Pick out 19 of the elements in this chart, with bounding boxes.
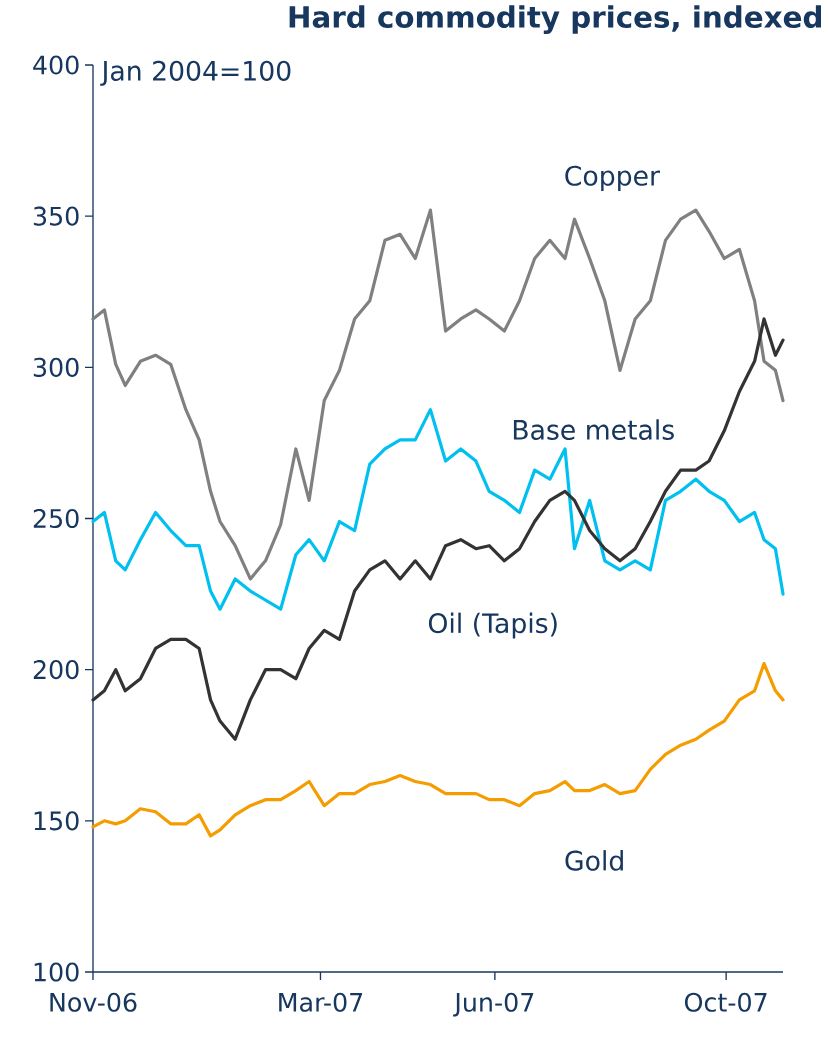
y-tick-label: 150 bbox=[34, 811, 79, 831]
y-tick-label: 300 bbox=[33, 357, 79, 377]
series-label: Copper bbox=[565, 165, 660, 192]
series-label: Base metals bbox=[513, 419, 674, 440]
chart-title: Hard commodity prices, indexed bbox=[289, 5, 821, 34]
y-tick-label: 250 bbox=[33, 508, 79, 529]
y-tick-label: 350 bbox=[33, 206, 79, 226]
x-tick-label: Oct-07 bbox=[684, 992, 767, 1012]
x-tick-label: Mar-07 bbox=[279, 992, 363, 1012]
series-label: Oil (Tapis) bbox=[428, 612, 557, 639]
y-tick-label: 400 bbox=[33, 55, 79, 75]
text: Gold bbox=[565, 850, 623, 871]
x-tick-label: Jun-07 bbox=[453, 992, 534, 1017]
y-axis-title: Jan 2004=100 bbox=[100, 60, 291, 86]
x-tick-label: Nov-06 bbox=[50, 992, 137, 1012]
line-series bbox=[91, 317, 785, 741]
y-tick-label: 100 bbox=[34, 962, 79, 982]
line-series bbox=[91, 208, 785, 581]
y-tick-label: 200 bbox=[33, 660, 79, 680]
